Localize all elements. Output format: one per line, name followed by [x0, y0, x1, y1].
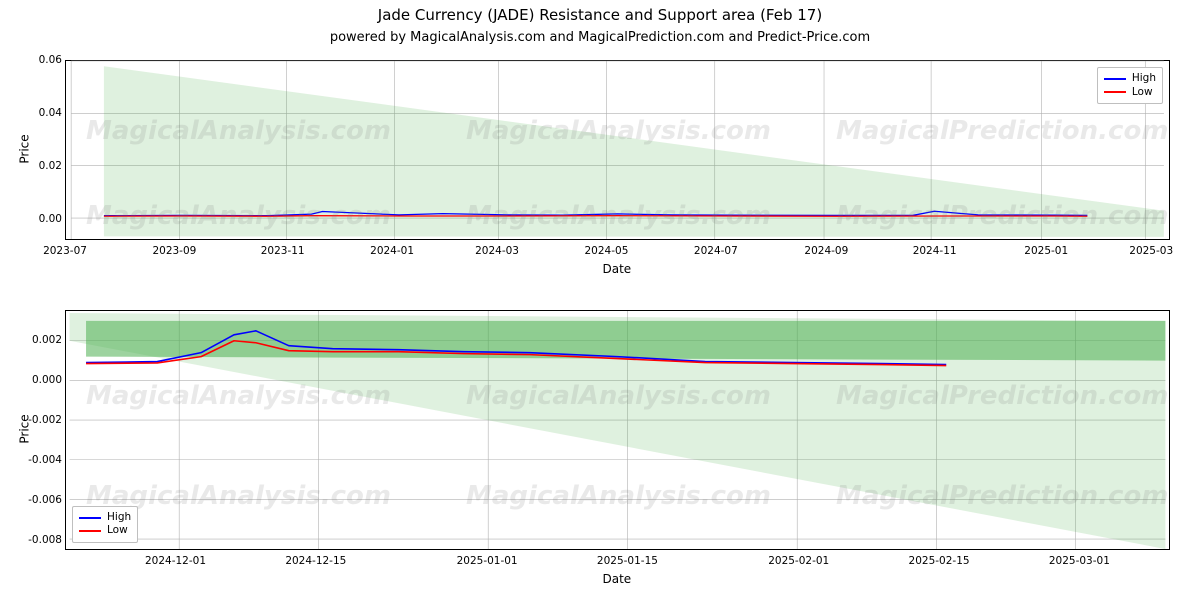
- y-tick-label: -0.006: [22, 494, 62, 506]
- x-tick-label: 2025-02-15: [909, 555, 970, 567]
- x-tick-label: 2023-11: [261, 245, 305, 257]
- y-tick-label: -0.004: [22, 454, 62, 466]
- y-tick-label: 0.00: [22, 213, 62, 225]
- y-tick-label: 0.04: [22, 107, 62, 119]
- bottom-chart-panel: MagicalAnalysis.com MagicalAnalysis.com …: [65, 310, 1170, 550]
- x-tick-label: 2023-09: [152, 245, 196, 257]
- x-tick-label: 2024-01: [370, 245, 414, 257]
- chart-sub-title: powered by MagicalAnalysis.com and Magic…: [0, 30, 1200, 45]
- x-tick-label: 2025-02-01: [768, 555, 829, 567]
- y-tick-label: 0.02: [22, 160, 62, 172]
- legend-swatch: [79, 517, 101, 519]
- legend-label: High: [107, 511, 131, 525]
- x-tick-label: 2025-01-15: [597, 555, 658, 567]
- y-tick-label: 0.000: [22, 374, 62, 386]
- figure: Jade Currency (JADE) Resistance and Supp…: [0, 0, 1200, 600]
- x-tick-label: 2024-03: [475, 245, 519, 257]
- chart-main-title: Jade Currency (JADE) Resistance and Supp…: [0, 6, 1200, 24]
- x-tick-label: 2023-07: [43, 245, 87, 257]
- legend-item: High: [1104, 72, 1156, 86]
- y-tick-label: 0.002: [22, 334, 62, 346]
- top-chart-svg: [66, 61, 1169, 239]
- x-tick-label: 2025-03: [1129, 245, 1173, 257]
- x-tick-label: 2024-07: [694, 245, 738, 257]
- bottom-chart-xlabel: Date: [603, 572, 632, 586]
- bottom-chart-legend: HighLow: [72, 506, 138, 543]
- x-tick-label: 2024-12-15: [285, 555, 346, 567]
- x-tick-label: 2024-09: [804, 245, 848, 257]
- x-tick-label: 2025-01-01: [457, 555, 518, 567]
- x-tick-label: 2024-05: [585, 245, 629, 257]
- legend-label: High: [1132, 72, 1156, 86]
- y-tick-label: 0.06: [22, 54, 62, 66]
- legend-label: Low: [1132, 86, 1153, 100]
- top-chart-legend: HighLow: [1097, 67, 1163, 104]
- legend-item: Low: [1104, 86, 1156, 100]
- x-tick-label: 2024-11: [913, 245, 957, 257]
- legend-swatch: [1104, 91, 1126, 93]
- y-tick-label: -0.008: [22, 534, 62, 546]
- legend-item: High: [79, 511, 131, 525]
- top-chart-xlabel: Date: [603, 262, 632, 276]
- legend-label: Low: [107, 524, 128, 538]
- x-tick-label: 2024-12-01: [145, 555, 206, 567]
- top-chart-panel: MagicalAnalysis.com MagicalAnalysis.com …: [65, 60, 1170, 240]
- legend-swatch: [79, 530, 101, 532]
- x-tick-label: 2025-01: [1024, 245, 1068, 257]
- x-tick-label: 2025-03-01: [1049, 555, 1110, 567]
- y-tick-label: -0.002: [22, 414, 62, 426]
- bottom-chart-svg: [66, 311, 1169, 549]
- legend-item: Low: [79, 524, 131, 538]
- legend-swatch: [1104, 78, 1126, 80]
